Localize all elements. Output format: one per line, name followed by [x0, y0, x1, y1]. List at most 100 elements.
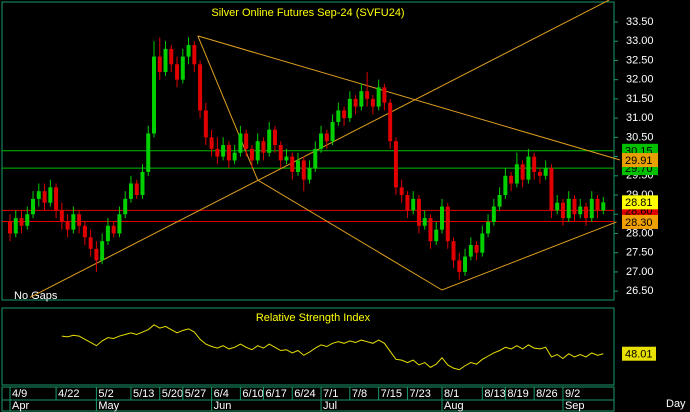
candle-body: [169, 48, 174, 65]
month-label: Aug: [444, 400, 464, 412]
candle-body: [445, 206, 450, 242]
candle-body: [42, 191, 47, 203]
candle-body: [601, 202, 606, 211]
x-tick-label: 8/19: [507, 388, 528, 400]
candle-body: [25, 214, 30, 226]
x-tick-label: 7/23: [409, 388, 430, 400]
candle-body: [301, 160, 306, 180]
price-label-box: [622, 214, 658, 229]
y-tick-label: 28.00: [626, 227, 654, 239]
x-tick-label: 6/4: [214, 388, 229, 400]
candle-body: [313, 148, 318, 169]
candle-body: [584, 206, 588, 219]
candle-body: [486, 221, 491, 234]
candle-body: [82, 225, 87, 238]
candle-body: [296, 160, 300, 172]
price-label: 29.91: [625, 155, 653, 167]
candle-body: [428, 218, 433, 242]
candle-body: [474, 245, 479, 253]
candle-body: [255, 141, 260, 161]
candle-body: [140, 171, 145, 196]
candle-body: [272, 129, 277, 146]
x-tick-label: 8/13: [484, 388, 505, 400]
candle-body: [532, 156, 537, 172]
candle-body: [330, 121, 335, 142]
candle-body: [94, 248, 99, 261]
x-tick-label: 5/20: [162, 388, 183, 400]
y-tick-label: 32.00: [626, 74, 654, 86]
x-tick-label: 8/1: [444, 388, 459, 400]
candle-body: [370, 98, 375, 107]
candle-body: [440, 206, 444, 230]
candle-body: [54, 187, 59, 211]
candle-body: [336, 110, 341, 122]
candle-body: [221, 145, 226, 157]
y-tick-label: 33.50: [626, 16, 654, 28]
x-tick-label: 5/13: [133, 388, 154, 400]
candle-body: [520, 164, 525, 180]
y-tick-label: 31.00: [626, 112, 654, 124]
candle-body: [13, 218, 18, 234]
candle-body: [514, 164, 519, 184]
candle-body: [163, 48, 168, 72]
rsi-label-box: [622, 346, 656, 361]
candle-body: [123, 198, 128, 215]
candle-body: [376, 87, 381, 107]
candle-body: [146, 133, 151, 172]
candle-body: [244, 133, 249, 149]
candle-body: [48, 187, 53, 203]
candle-body: [238, 133, 243, 153]
x-tick-label: 9/2: [565, 388, 580, 400]
candle-body: [589, 198, 594, 219]
rsi-line: [61, 324, 604, 371]
y-tick-label: 31.50: [626, 93, 654, 105]
candle-body: [203, 110, 208, 138]
candle-body: [451, 241, 456, 261]
rsi-panel: [1, 307, 615, 386]
candle-body: [249, 148, 254, 161]
candle-body: [77, 214, 82, 226]
candle-body: [71, 214, 76, 230]
candle-body: [365, 91, 370, 99]
month-label: May: [98, 400, 119, 412]
y-tick-label: 33.00: [626, 35, 654, 47]
candle-body: [278, 145, 283, 161]
price-label-box: [622, 153, 658, 168]
candle-body: [595, 198, 600, 211]
candle-body: [36, 191, 41, 199]
x-tick-label: 7/8: [352, 388, 367, 400]
candle-body: [65, 221, 70, 230]
x-tick-label: 8/26: [536, 388, 557, 400]
candle-body: [509, 175, 514, 184]
price-label: 28.30: [625, 217, 653, 229]
month-label: Sep: [565, 400, 585, 412]
candle-body: [480, 233, 485, 253]
candle-body: [192, 45, 197, 65]
candle-body: [88, 237, 93, 249]
x-tick-label: 4/9: [12, 388, 27, 400]
chart-title: Silver Online Futures Sep-24 (SVFU24): [211, 7, 404, 19]
candle-body: [59, 210, 64, 222]
x-tick-label: 7/1: [323, 388, 338, 400]
y-tick-label: 27.50: [626, 247, 654, 259]
candle-body: [117, 214, 122, 234]
price-label: 28.81: [625, 197, 653, 209]
candle-body: [342, 110, 347, 119]
month-label: Jun: [214, 400, 232, 412]
candle-body: [566, 198, 571, 219]
trendline: [197, 35, 617, 291]
x-tick-label: 4/22: [58, 388, 79, 400]
candle-body: [572, 198, 577, 215]
candle-body: [307, 168, 312, 180]
candle-body: [186, 45, 191, 57]
x-tick-label: 5/27: [185, 388, 206, 400]
price-label-box: [622, 195, 658, 210]
annotation: No Gaps: [14, 290, 58, 302]
candle-body: [290, 156, 295, 172]
candle-body: [209, 137, 214, 149]
candle-body: [411, 198, 416, 211]
candle-body: [434, 229, 439, 242]
candle-body: [347, 98, 352, 119]
trendline: [197, 35, 621, 161]
